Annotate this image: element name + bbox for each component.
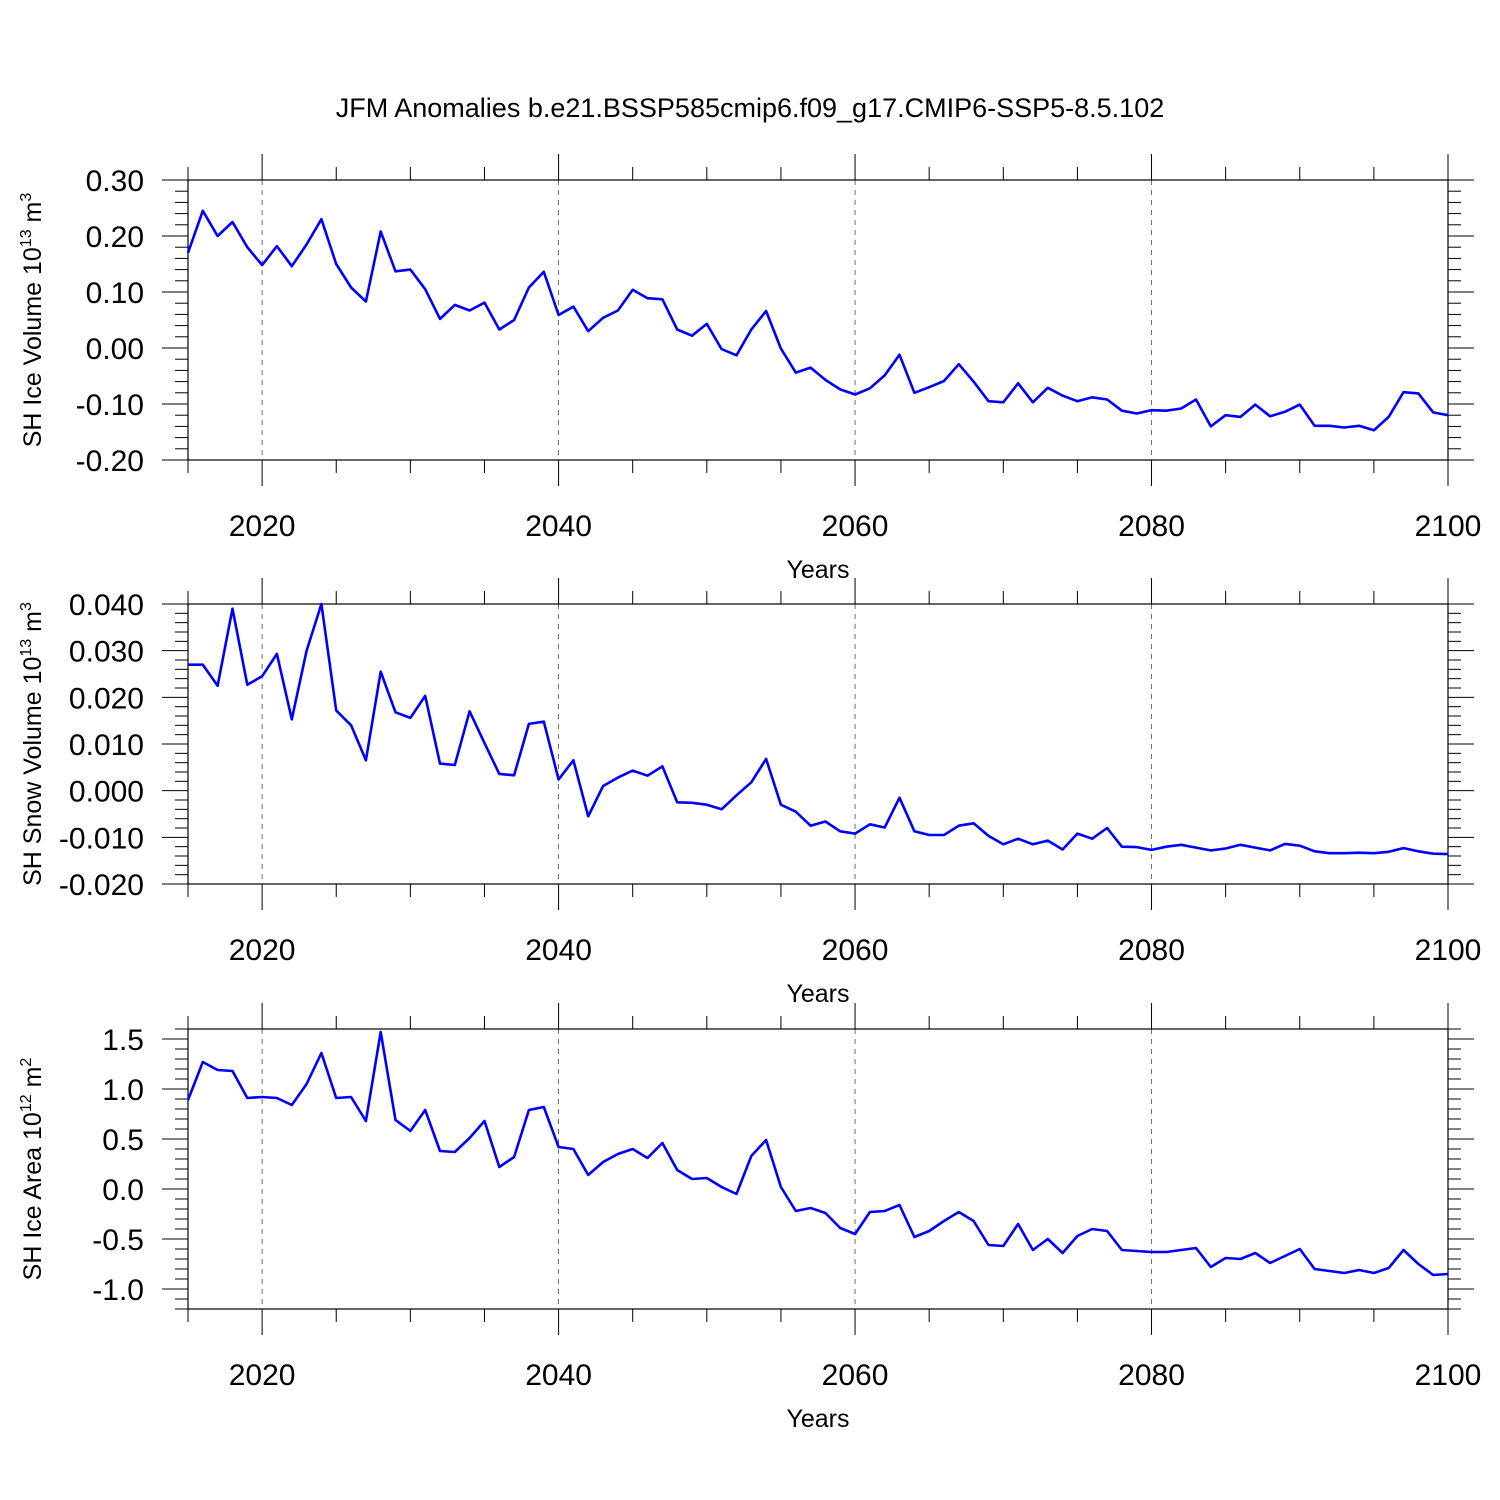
series-line (186, 209, 1449, 432)
figure-title: JFM Anomalies b.e21.BSSP585cmip6.f09_g17… (336, 93, 1164, 123)
plot-frame (187, 179, 1449, 461)
panel-2: 2020 2040 2060 2080 2100 Years -0.020 -0.010 0.0… (18, 578, 1481, 1008)
y-tick-label: 1.5 (102, 1024, 144, 1057)
x-tick-label: 2040 (525, 934, 592, 967)
x-tick-label: 2060 (822, 934, 889, 967)
x-tick-label: 2100 (1415, 1359, 1482, 1392)
y-tick-label: 1.0 (102, 1074, 144, 1107)
x-tick-label: 2080 (1118, 934, 1185, 967)
x-tick-label: 2060 (822, 510, 889, 543)
x-tick-label: 2080 (1118, 510, 1185, 543)
x-tick-label: 2100 (1415, 510, 1482, 543)
x-tick-label: 2060 (822, 1359, 889, 1392)
x-tick-label: 2080 (1118, 1359, 1185, 1392)
y-tick-label: 0.010 (69, 729, 144, 762)
y-tick-label: -0.020 (59, 869, 144, 902)
panel-3: 2020 2040 2060 2080 2100 Years -1.0 -0.5 0.0 0.5 1… (18, 1003, 1481, 1433)
y-tick-label: 0.30 (86, 165, 144, 198)
x-axis-title: Years (786, 556, 849, 584)
x-tick-label: 2020 (229, 510, 296, 543)
y-tick-label: 0.00 (86, 333, 144, 366)
y-tick-label: 0.5 (102, 1124, 144, 1157)
y-axis-title: SH Ice Area 1012 m2 (18, 1058, 47, 1281)
y-tick-label: -0.010 (59, 822, 144, 855)
y-tick-label: 0.030 (69, 636, 144, 669)
y-tick-label: 0.10 (86, 277, 144, 310)
x-tick-label: 2020 (229, 934, 296, 967)
y-tick-label: -0.20 (76, 445, 144, 478)
y-tick-label: 0.000 (69, 776, 144, 809)
y-axis-title: SH Snow Volume 1013 m3 (18, 602, 47, 886)
x-tick-label: 2100 (1415, 934, 1482, 967)
x-tick-label: 2020 (229, 1359, 296, 1392)
x-axis-title: Years (786, 1405, 849, 1433)
x-axis-title: Years (786, 980, 849, 1008)
panel-1: 2020 2040 2060 2080 2100 Years -0.20 -0.10 0.00 0… (18, 154, 1481, 584)
y-tick-label: 0.020 (69, 682, 144, 715)
series-line (188, 602, 1449, 856)
y-tick-label: 0.040 (69, 589, 144, 622)
y-tick-label: 0.20 (86, 221, 144, 254)
plot-frame (187, 1028, 1449, 1310)
y-tick-label: -1.0 (92, 1274, 144, 1307)
y-tick-label: -0.5 (92, 1224, 144, 1257)
x-tick-label: 2040 (525, 510, 592, 543)
x-tick-label: 2040 (525, 1359, 592, 1392)
plot-frame (187, 603, 1449, 885)
y-axis-title: SH Ice Volume 1013 m3 (18, 193, 47, 448)
series-line (186, 1030, 1449, 1277)
y-tick-label: -0.10 (76, 389, 144, 422)
y-tick-label: 0.0 (102, 1174, 144, 1207)
